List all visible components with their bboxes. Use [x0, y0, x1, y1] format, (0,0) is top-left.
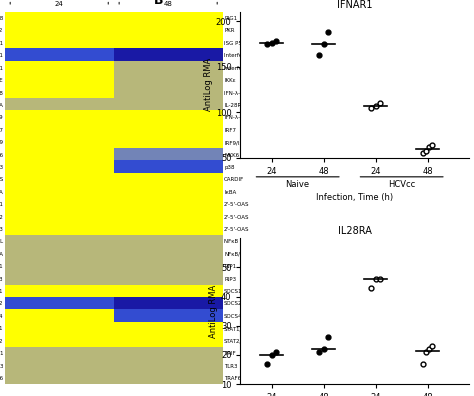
X-axis label: Infection, Time (h): Infection, Time (h) — [316, 192, 393, 202]
Title: IL28RA: IL28RA — [338, 226, 372, 236]
Text: Naive: Naive — [286, 180, 310, 189]
Y-axis label: AntiLog RMA: AntiLog RMA — [209, 284, 218, 338]
Text: HCVcc: HCVcc — [388, 180, 415, 189]
Title: IFNAR1: IFNAR1 — [337, 0, 373, 10]
Text: B: B — [154, 0, 163, 8]
Y-axis label: AntiLog RMA: AntiLog RMA — [204, 58, 213, 112]
